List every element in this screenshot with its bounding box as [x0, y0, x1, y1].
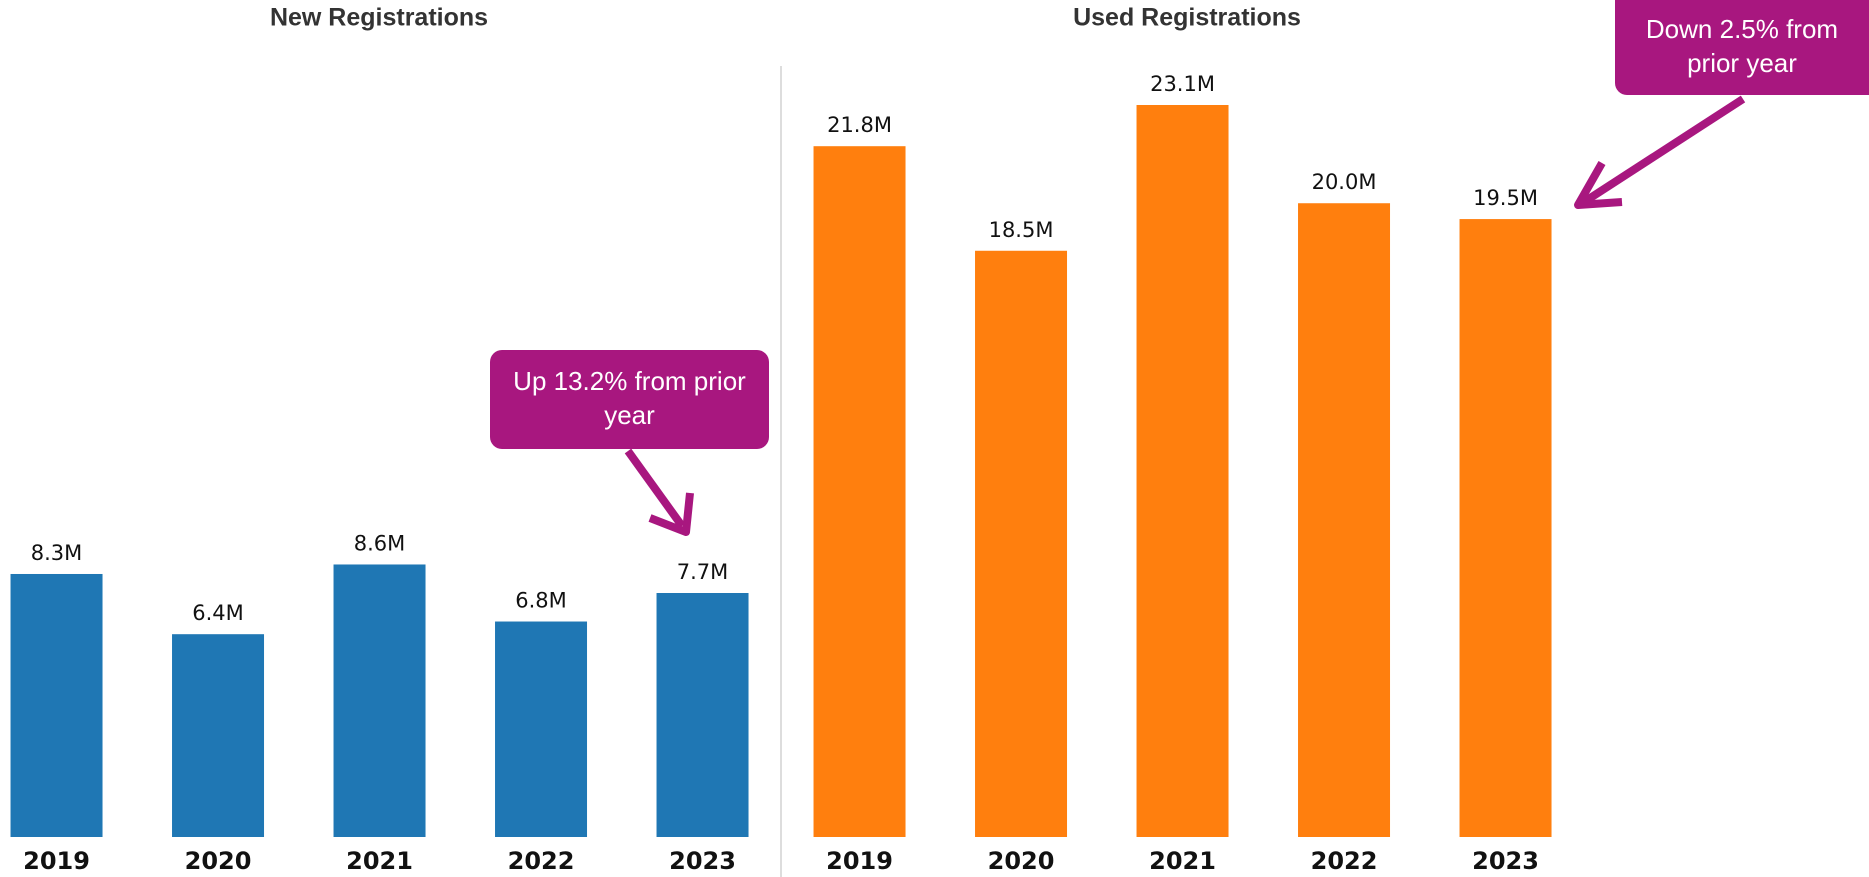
value-label: 8.6M: [354, 531, 406, 555]
x-tick-label: 2022: [508, 847, 575, 875]
value-label: 23.1M: [1150, 72, 1215, 96]
bar: [172, 634, 265, 837]
x-tick-label: 2021: [1149, 847, 1216, 875]
value-label: 18.5M: [989, 218, 1054, 242]
x-tick-label: 2023: [669, 847, 736, 875]
value-label: 6.4M: [192, 601, 244, 625]
chart-title: New Registrations: [270, 4, 488, 32]
value-label: 19.5M: [1473, 186, 1538, 210]
value-label: 20.0M: [1312, 170, 1377, 194]
x-tick-label: 2023: [1472, 847, 1539, 875]
bar: [10, 573, 103, 837]
arrows: [624, 95, 1746, 536]
arrow-line: [1581, 95, 1746, 206]
x-tick-label: 2019: [23, 847, 90, 875]
callout: Down 2.5% from prior year: [1615, 0, 1869, 95]
bar: [1298, 203, 1391, 837]
x-tick-label: 2020: [988, 847, 1055, 875]
chart-title: Used Registrations: [1073, 4, 1301, 32]
bar: [495, 621, 588, 837]
bar: [333, 564, 426, 837]
bar: [1136, 105, 1229, 837]
arrow-head: [1574, 161, 1623, 209]
bar: [975, 250, 1068, 837]
arrow-head: [648, 492, 694, 536]
x-tick-label: 2021: [346, 847, 413, 875]
value-label: 6.8M: [515, 589, 567, 613]
x-tick-label: 2022: [1311, 847, 1378, 875]
bar: [1459, 219, 1552, 837]
bar: [656, 593, 749, 837]
value-label: 21.8M: [827, 113, 892, 137]
x-tick-label: 2019: [826, 847, 893, 875]
arrow-line: [624, 448, 686, 529]
bar: [813, 146, 906, 837]
value-label: 8.3M: [31, 541, 83, 565]
x-tick-label: 2020: [185, 847, 252, 875]
callout: Up 13.2% from prior year: [490, 350, 769, 449]
value-label: 7.7M: [677, 560, 729, 584]
